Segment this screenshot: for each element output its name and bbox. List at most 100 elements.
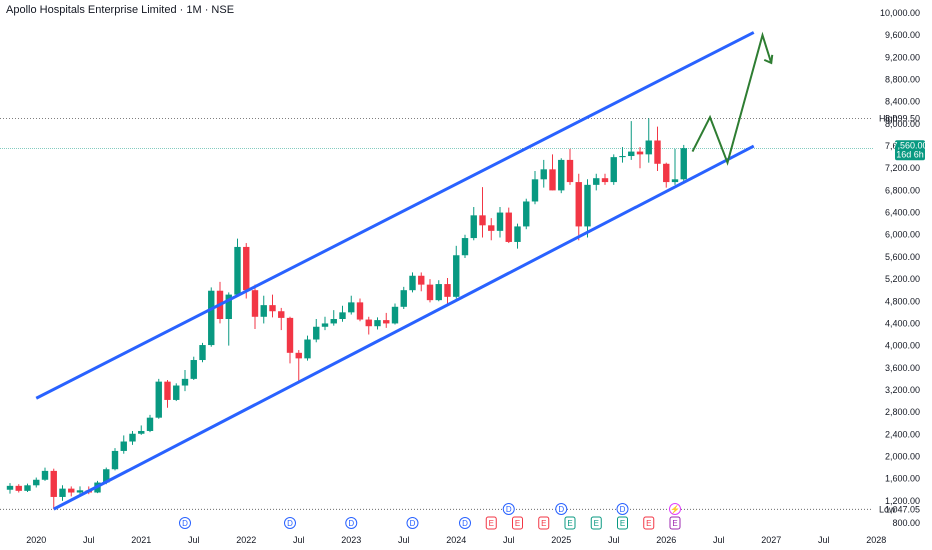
candle-body[interactable] [76,490,84,493]
earnings-event-icon[interactable] [485,516,497,530]
y-tick-label: 8,000.00 [885,119,920,129]
candle-body[interactable] [146,417,154,431]
candle-body[interactable] [619,156,626,158]
earnings-event-icon[interactable] [590,516,602,530]
dividend-event-icon[interactable] [406,517,419,529]
candle-body[interactable] [269,305,276,312]
candle-body[interactable] [663,163,670,183]
split-event-icon[interactable] [669,503,681,515]
candle-body[interactable] [628,151,635,157]
candle-body[interactable] [426,284,434,301]
candle-body[interactable] [164,381,171,400]
candle-body[interactable] [601,178,609,183]
candle-body[interactable] [103,469,110,483]
candle-body[interactable] [208,290,215,346]
candle-body[interactable] [120,441,127,451]
candle-body[interactable] [190,360,197,379]
candle-body[interactable] [313,326,320,340]
candle-body[interactable] [549,169,556,191]
candle-body[interactable] [321,323,329,327]
candle-body[interactable] [531,179,539,202]
candle-body[interactable] [68,488,75,493]
candle-body[interactable] [461,238,469,256]
candle-body[interactable] [400,290,407,307]
candle-body[interactable] [496,212,504,231]
candle-body[interactable] [566,159,574,183]
candle-body[interactable] [374,320,381,327]
x-tick-label: 2026 [656,535,676,545]
candle-body[interactable] [680,148,687,180]
candle-body[interactable] [304,339,311,359]
candle-body[interactable] [199,345,206,361]
earnings-event-icon[interactable] [512,516,523,530]
candle-body[interactable] [645,140,652,155]
candle-body[interactable] [15,485,22,491]
candle-body[interactable] [173,385,180,400]
earnings-event-icon[interactable] [643,516,655,530]
candle-body[interactable] [6,485,14,490]
candle-body[interactable] [435,284,442,301]
dividend-event-icon[interactable] [459,517,471,529]
channel-upper-line[interactable] [35,31,755,400]
candle-body[interactable] [111,450,119,470]
candle-body[interactable] [251,290,259,317]
candle-body[interactable] [286,317,294,353]
candle-body[interactable] [409,275,416,291]
dividend-event-icon[interactable] [555,503,568,515]
candle-body[interactable] [138,430,145,434]
candle-body[interactable] [610,157,617,183]
candle-body[interactable] [444,284,451,297]
earnings-event-icon[interactable] [617,516,628,530]
candle-body[interactable] [671,179,679,183]
projection-path[interactable] [691,31,773,166]
candle-body[interactable] [488,225,495,231]
earnings-event-icon[interactable] [538,516,550,530]
candle-body[interactable] [33,479,40,486]
dividend-event-icon[interactable] [616,503,629,515]
candle-body[interactable] [59,488,66,497]
candle-body[interactable] [540,169,547,180]
candle-body[interactable] [365,319,372,327]
candle-body[interactable] [584,184,591,227]
candle-body[interactable] [339,312,346,319]
candle-body[interactable] [356,302,364,320]
candle-body[interactable] [383,320,390,324]
candle-body[interactable] [523,201,530,227]
low-label: Low [879,504,896,514]
channel-lower-line[interactable] [53,144,755,511]
candle-body[interactable] [593,178,600,185]
candle-body[interactable] [243,246,250,291]
candle-body[interactable] [41,470,49,480]
candle-body[interactable] [50,470,57,497]
candle-body[interactable] [234,246,241,295]
dividend-event-icon[interactable] [284,517,296,529]
candle-body[interactable] [348,302,355,313]
earnings-event-icon[interactable] [564,516,576,530]
candle-body[interactable] [514,226,521,242]
earnings-event-icon[interactable] [669,516,681,530]
dividend-event-icon[interactable] [179,517,191,529]
candle-body[interactable] [295,352,302,359]
projection-arrowhead [763,54,774,65]
candle-body[interactable] [505,212,512,242]
candle-body[interactable] [575,182,582,227]
dividend-event-icon[interactable] [502,503,515,515]
candle-body[interactable] [418,275,425,285]
candle-body[interactable] [155,381,162,418]
candle-body[interactable] [181,378,189,386]
candle-body[interactable] [391,306,399,324]
candle-body[interactable] [479,215,486,226]
candle-body[interactable] [278,311,285,318]
candle-body[interactable] [24,485,31,491]
candle-body[interactable] [453,255,460,297]
candle-body[interactable] [558,159,565,191]
dividend-event-icon[interactable] [345,517,358,529]
candle-body[interactable] [129,433,136,442]
candle-body[interactable] [330,319,337,324]
candle-body[interactable] [260,305,267,317]
candle-body[interactable] [225,294,232,319]
candle-body[interactable] [654,140,661,164]
candle-body[interactable] [470,215,477,239]
candle-body[interactable] [636,151,644,155]
